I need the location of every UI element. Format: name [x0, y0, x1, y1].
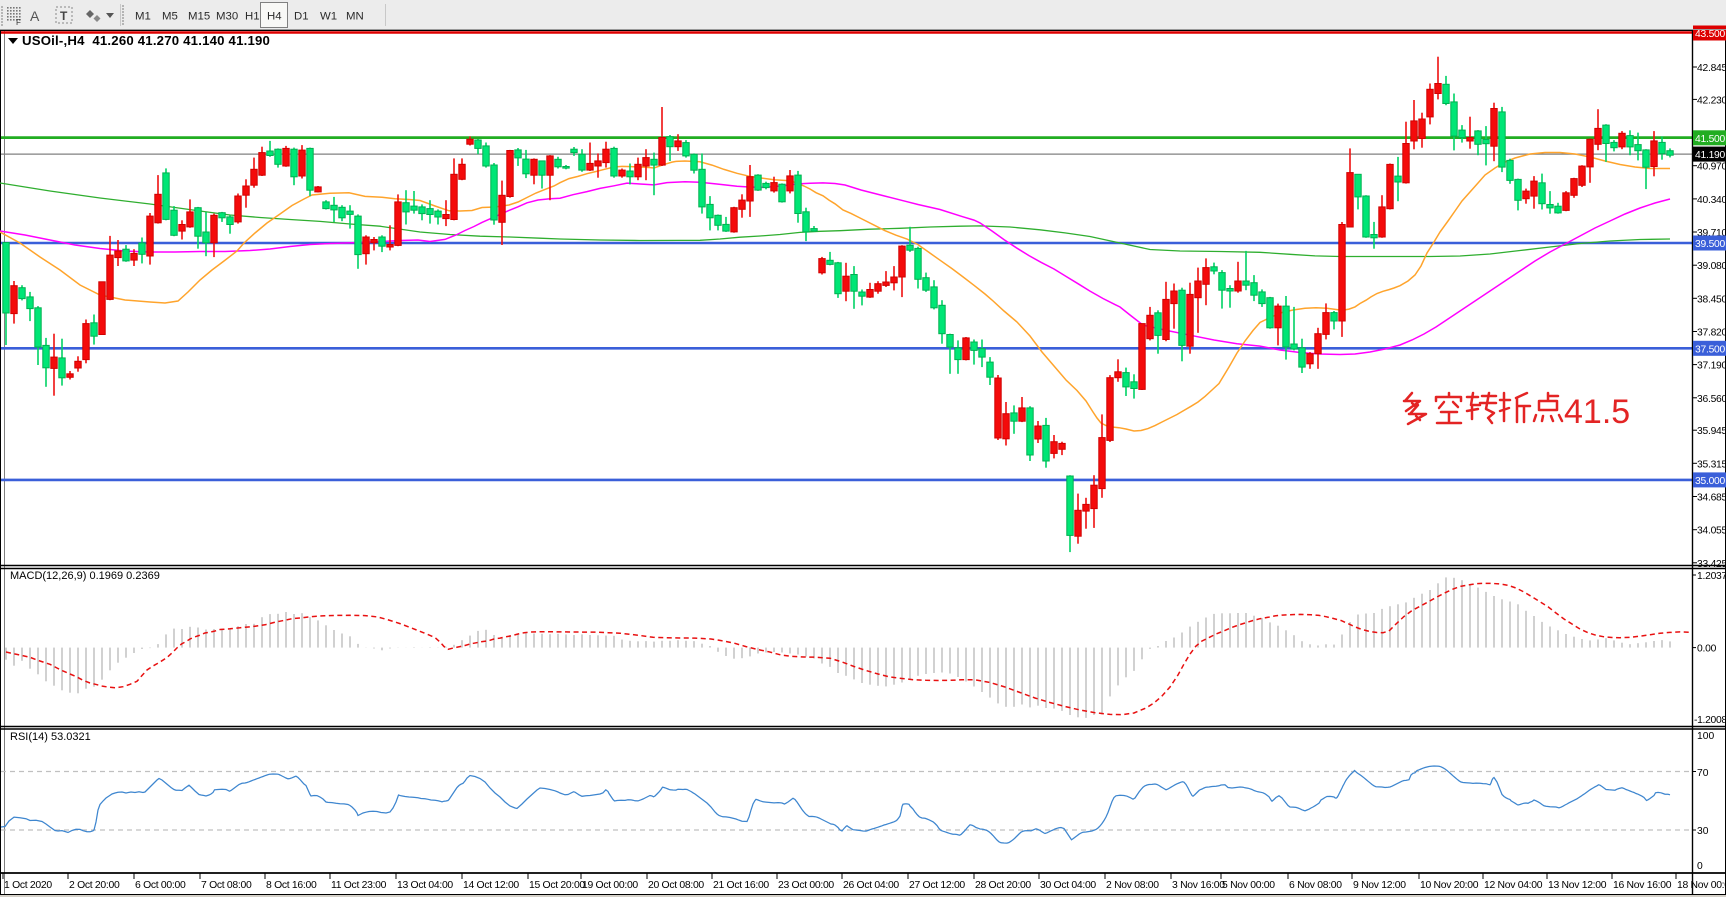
svg-text:H1: H1	[245, 11, 260, 23]
svg-text:42.230: 42.230	[1697, 95, 1726, 106]
svg-text:0.00: 0.00	[1697, 644, 1717, 655]
svg-text:19 Oct 00:00: 19 Oct 00:00	[582, 880, 638, 891]
svg-text:-1.2008: -1.2008	[1694, 715, 1726, 726]
svg-text:D1: D1	[294, 11, 309, 23]
svg-text:1.2037: 1.2037	[1697, 571, 1726, 582]
svg-text:37.190: 37.190	[1697, 361, 1726, 372]
svg-text:F: F	[16, 18, 21, 27]
svg-text:40.970: 40.970	[1697, 162, 1726, 173]
svg-text:11 Oct 23:00: 11 Oct 23:00	[331, 880, 387, 891]
svg-text:10 Nov 20:00: 10 Nov 20:00	[1420, 880, 1479, 891]
svg-text:1 Oct 2020: 1 Oct 2020	[4, 880, 52, 891]
svg-text:M30: M30	[216, 11, 238, 23]
svg-text:14 Oct 12:00: 14 Oct 12:00	[463, 880, 519, 891]
svg-text:21 Oct 16:00: 21 Oct 16:00	[713, 880, 769, 891]
svg-text:33.425: 33.425	[1697, 559, 1726, 570]
svg-text:MACD(12,26,9) 0.1969 0.2369: MACD(12,26,9) 0.1969 0.2369	[10, 570, 160, 582]
svg-text:7 Oct 08:00: 7 Oct 08:00	[201, 880, 252, 891]
svg-text:3 Nov 16:00: 3 Nov 16:00	[1172, 880, 1225, 891]
svg-text:M1: M1	[135, 11, 151, 23]
svg-text:36.560: 36.560	[1697, 394, 1726, 405]
svg-text:27 Oct 12:00: 27 Oct 12:00	[909, 880, 965, 891]
svg-text:16 Nov 16:00: 16 Nov 16:00	[1613, 880, 1672, 891]
svg-text:15 Oct 20:00: 15 Oct 20:00	[529, 880, 585, 891]
svg-text:2 Oct 20:00: 2 Oct 20:00	[69, 880, 120, 891]
svg-text:70: 70	[1697, 768, 1709, 779]
svg-text:42.845: 42.845	[1697, 63, 1726, 74]
svg-text:23 Oct 00:00: 23 Oct 00:00	[778, 880, 834, 891]
svg-text:40.340: 40.340	[1697, 195, 1726, 206]
svg-text:0: 0	[1697, 861, 1703, 872]
svg-text:12 Nov 04:00: 12 Nov 04:00	[1484, 880, 1543, 891]
svg-text:6 Nov 08:00: 6 Nov 08:00	[1289, 880, 1342, 891]
svg-text:18 Nov 00:00: 18 Nov 00:00	[1677, 880, 1726, 891]
svg-text:28 Oct 20:00: 28 Oct 20:00	[975, 880, 1031, 891]
svg-text:43.500: 43.500	[1695, 29, 1726, 40]
svg-text:35.000: 35.000	[1695, 476, 1726, 487]
svg-text:2 Nov 08:00: 2 Nov 08:00	[1106, 880, 1159, 891]
svg-text:USOil-,H4 41.260 41.270 41.14: USOil-,H4 41.260 41.270 41.140 41.190	[22, 33, 270, 48]
svg-text:38.450: 38.450	[1697, 294, 1726, 305]
svg-text:H4: H4	[267, 11, 282, 23]
svg-text:100: 100	[1697, 731, 1714, 742]
svg-text:41.190: 41.190	[1695, 150, 1726, 161]
svg-text:30: 30	[1697, 826, 1709, 837]
svg-text:35.945: 35.945	[1697, 426, 1726, 437]
svg-text:39.710: 39.710	[1697, 228, 1726, 239]
svg-text:5 Nov 00:00: 5 Nov 00:00	[1222, 880, 1275, 891]
svg-text:39.500: 39.500	[1695, 239, 1726, 250]
svg-text:13 Oct 04:00: 13 Oct 04:00	[397, 880, 453, 891]
svg-text:8 Oct 16:00: 8 Oct 16:00	[266, 880, 317, 891]
svg-text:35.315: 35.315	[1697, 459, 1726, 470]
svg-text:13 Nov 12:00: 13 Nov 12:00	[1548, 880, 1607, 891]
svg-text:30 Oct 04:00: 30 Oct 04:00	[1040, 880, 1096, 891]
svg-text:T: T	[60, 9, 68, 23]
svg-text:RSI(14) 53.0321: RSI(14) 53.0321	[10, 731, 91, 743]
svg-text:M15: M15	[188, 11, 210, 23]
svg-text:M5: M5	[162, 11, 178, 23]
svg-text:A: A	[30, 8, 40, 24]
svg-text:34.055: 34.055	[1697, 526, 1726, 537]
svg-text:W1: W1	[320, 11, 337, 23]
svg-text:37.500: 37.500	[1695, 344, 1726, 355]
svg-text:MN: MN	[346, 11, 364, 23]
svg-text:41.5: 41.5	[1564, 393, 1630, 431]
svg-text:41.500: 41.500	[1695, 134, 1726, 145]
svg-text:9 Nov 12:00: 9 Nov 12:00	[1353, 880, 1406, 891]
svg-text:20 Oct 08:00: 20 Oct 08:00	[648, 880, 704, 891]
svg-text:6 Oct 00:00: 6 Oct 00:00	[135, 880, 186, 891]
svg-text:37.820: 37.820	[1697, 328, 1726, 339]
svg-text:39.080: 39.080	[1697, 261, 1726, 272]
svg-text:34.685: 34.685	[1697, 493, 1726, 504]
svg-text:26 Oct 04:00: 26 Oct 04:00	[843, 880, 899, 891]
